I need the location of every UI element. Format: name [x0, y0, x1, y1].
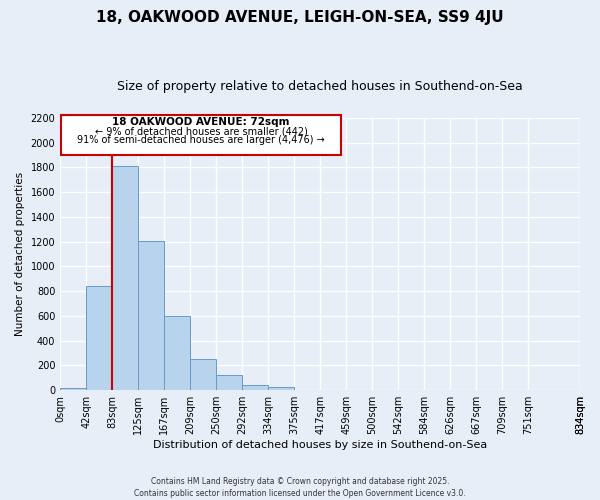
Bar — [190, 360, 216, 390]
Text: 91% of semi-detached houses are larger (4,476) →: 91% of semi-detached houses are larger (… — [77, 136, 325, 145]
Text: 18 OAKWOOD AVENUE: 72sqm: 18 OAKWOOD AVENUE: 72sqm — [112, 116, 290, 126]
X-axis label: Distribution of detached houses by size in Southend-on-Sea: Distribution of detached houses by size … — [153, 440, 487, 450]
Bar — [164, 316, 190, 390]
Bar — [242, 384, 268, 390]
FancyBboxPatch shape — [61, 116, 341, 155]
Bar — [60, 388, 86, 390]
Text: Contains HM Land Registry data © Crown copyright and database right 2025.
Contai: Contains HM Land Registry data © Crown c… — [134, 476, 466, 498]
Y-axis label: Number of detached properties: Number of detached properties — [15, 172, 25, 336]
Text: ← 9% of detached houses are smaller (442): ← 9% of detached houses are smaller (442… — [95, 126, 307, 136]
Bar — [138, 241, 164, 390]
Text: 18, OAKWOOD AVENUE, LEIGH-ON-SEA, SS9 4JU: 18, OAKWOOD AVENUE, LEIGH-ON-SEA, SS9 4J… — [96, 10, 504, 25]
Bar — [86, 286, 112, 390]
Bar — [268, 387, 294, 390]
Bar — [216, 376, 242, 390]
Title: Size of property relative to detached houses in Southend-on-Sea: Size of property relative to detached ho… — [117, 80, 523, 93]
Bar — [112, 166, 138, 390]
